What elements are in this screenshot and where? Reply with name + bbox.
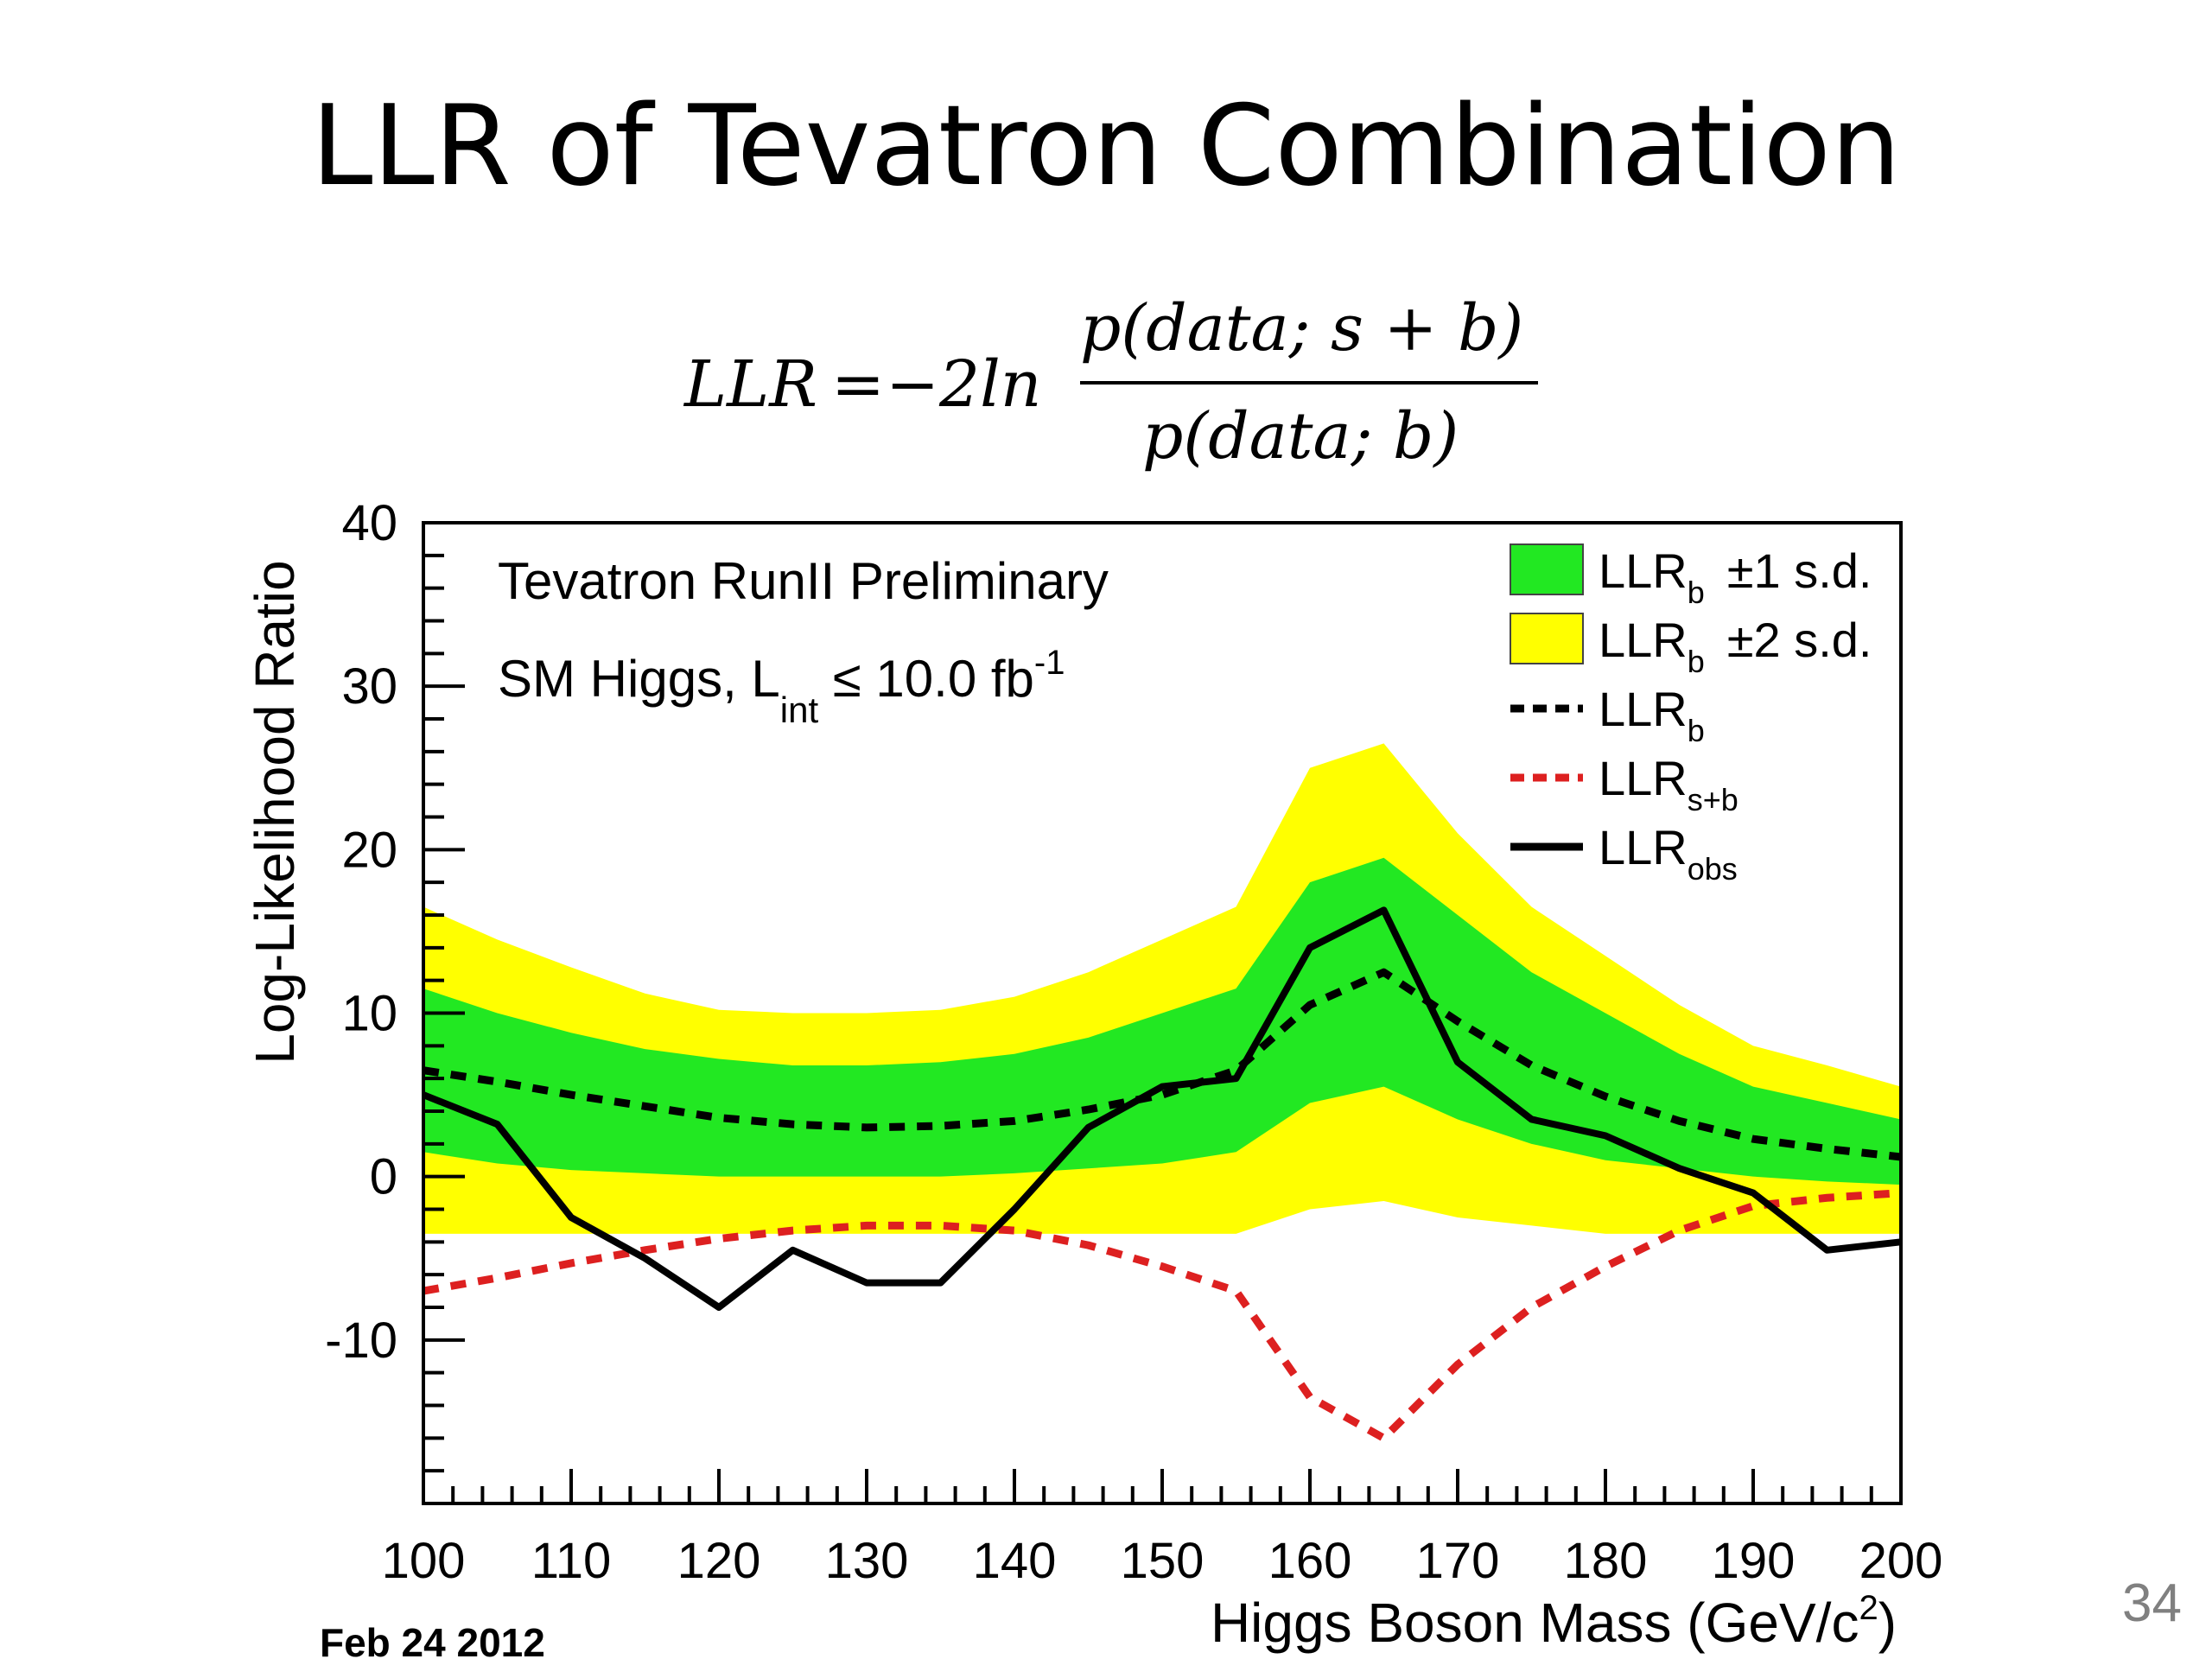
legend-label-band2: LLRb ±2 s.d. — [1599, 613, 1872, 679]
series-line-llrsb — [423, 1189, 1902, 1442]
y-tick-label: 20 — [341, 822, 397, 878]
ticks-layer — [422, 521, 1903, 1505]
y-tick-label: 40 — [341, 495, 397, 551]
legend-label-main: LLR — [1599, 543, 1688, 598]
annotation-luminosity-sub: int — [780, 690, 819, 730]
legend-label-main: LLR — [1599, 682, 1688, 736]
series-line-llrb — [423, 968, 1902, 1161]
annotation-luminosity-post: ≤ 10.0 fb — [818, 650, 1034, 708]
x-tick-label: 180 — [1564, 1533, 1648, 1589]
legend-swatch-band1 — [1510, 543, 1584, 595]
annotation-luminosity: SM Higgs, Lint ≤ 10.0 fb-1 — [498, 644, 1065, 730]
annotation-date: Feb 24 2012 — [320, 1620, 545, 1659]
legend-label-sub: b — [1688, 713, 1705, 748]
tick-labels: 100 110 120 130 140 150 160 170 180 190 2004030201… — [325, 495, 1942, 1589]
formula-equals: = — [831, 347, 885, 422]
y-tick-label: 10 — [341, 986, 397, 1042]
legend-label-llrobs: LLRobs — [1599, 820, 1738, 887]
x-tick-label: 170 — [1416, 1533, 1500, 1589]
x-tick-label: 130 — [825, 1533, 909, 1589]
bands-layer — [423, 743, 1901, 1234]
formula-coefficient: −2ln — [886, 347, 1041, 422]
legend-label-sub: b — [1688, 644, 1705, 679]
legend-label-llrb: LLRb — [1599, 682, 1705, 748]
legend-label-main: LLR — [1599, 613, 1688, 667]
legend-label-main: LLR — [1599, 751, 1688, 805]
x-tick-label: 150 — [1121, 1533, 1205, 1589]
legend-label-sub: obs — [1688, 851, 1738, 887]
annotation-luminosity-sup: -1 — [1034, 644, 1065, 682]
band-1sd — [423, 857, 1901, 1185]
formula-denominator: p(data; b) — [1142, 399, 1459, 474]
x-tick-label: 100 — [382, 1533, 466, 1589]
x-tick-label: 120 — [677, 1533, 761, 1589]
formula-lhs: LLR — [683, 347, 817, 422]
page-number: 34 — [2122, 1573, 2182, 1633]
legend-label-suffix: ±1 s.d. — [1727, 543, 1872, 598]
x-tick-label: 160 — [1268, 1533, 1352, 1589]
formula-numerator: p(data; s + b) — [1080, 291, 1523, 365]
y-axis-label: Log-Likelihood Ratio — [244, 560, 306, 1065]
x-axis-label-end: ) — [1878, 1592, 1897, 1654]
x-axis-label-sup: 2 — [1859, 1589, 1878, 1627]
x-axis-label-main: Higgs Boson Mass (GeV/c — [1211, 1592, 1859, 1654]
annotation-experiment: Tevatron RunII Preliminary — [498, 552, 1109, 610]
lines-layer — [422, 906, 1902, 1442]
y-tick-label: 30 — [341, 658, 397, 715]
x-tick-label: 110 — [531, 1533, 611, 1589]
x-axis-label: Higgs Boson Mass (GeV/c2) — [1211, 1589, 1897, 1654]
x-tick-label: 140 — [973, 1533, 1057, 1589]
y-tick-label: 0 — [370, 1149, 397, 1205]
x-tick-label: 200 — [1859, 1533, 1943, 1589]
legend-label-sub: s+b — [1688, 782, 1738, 817]
legend-label-suffix: ±2 s.d. — [1727, 613, 1872, 667]
x-tick-label: 190 — [1712, 1533, 1796, 1589]
legend-label-main: LLR — [1599, 820, 1688, 874]
annotation-luminosity-pre: SM Higgs, L — [498, 650, 780, 708]
legend-swatch-band2 — [1510, 613, 1584, 664]
llr-formula: LLR = −2ln p(data; s + b) p(data; b) — [683, 291, 1538, 474]
y-tick-label: -10 — [325, 1313, 397, 1369]
slide-title: LLR of Tevatron Combination — [311, 82, 1901, 211]
legend-label-sub: b — [1688, 575, 1705, 610]
legend-label-band1: LLRb ±1 s.d. — [1599, 543, 1872, 610]
series-line-llrobs — [422, 906, 1902, 1311]
legend-label-llrsb: LLRs+b — [1599, 751, 1738, 817]
